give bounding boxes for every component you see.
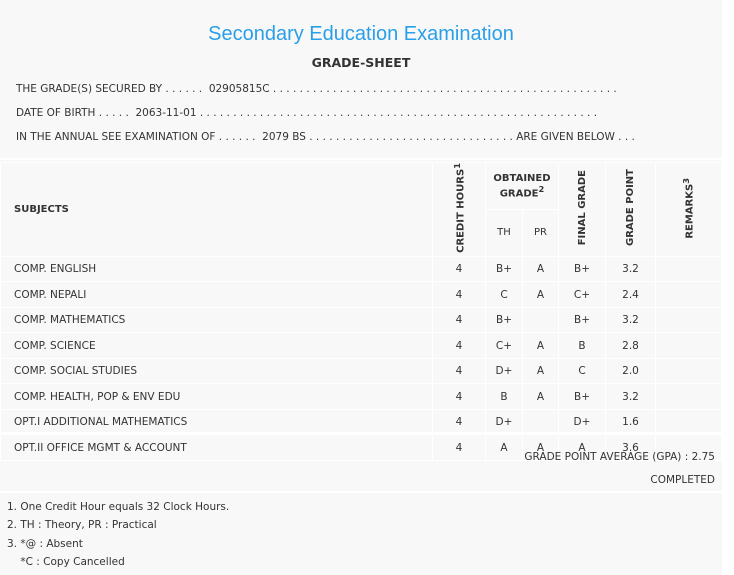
- table-row: COMP. MATHEMATICS 4 B+ B+ 3.2: [0, 306, 722, 334]
- note-1: 1. One Credit Hour equals 32 Clock Hours…: [7, 501, 230, 513]
- remarks-cell: [655, 332, 722, 359]
- remarks-cell: [655, 255, 722, 283]
- result-status: COMPLETED: [650, 474, 715, 486]
- final-grade-cell: B+: [558, 255, 606, 283]
- subject-cell: COMP. MATHEMATICS: [0, 306, 433, 334]
- grade-point-cell: 2.4: [605, 281, 656, 308]
- credit-cell: 4: [432, 281, 486, 308]
- exam-title: Secondary Education Examination: [208, 23, 514, 45]
- divider: [0, 491, 722, 493]
- credit-cell: 4: [432, 255, 486, 283]
- remarks-cell: [655, 357, 722, 385]
- th-grade-cell: C+: [485, 332, 523, 359]
- subject-cell: COMP. ENGLISH: [0, 255, 433, 283]
- credit-cell: 4: [432, 332, 486, 359]
- note-4: *C : Copy Cancelled: [7, 556, 125, 568]
- th-grade-cell: A: [485, 434, 523, 461]
- pr-grade-cell: A: [522, 434, 559, 461]
- final-grade-cell: C+: [558, 281, 606, 308]
- header-final-grade: FINAL GRADE: [558, 162, 606, 257]
- header-remarks: REMARKS3: [655, 162, 722, 257]
- note-3: 3. *@ : Absent: [7, 538, 83, 550]
- final-grade-cell: B+: [558, 383, 606, 410]
- gpa-value: GRADE POINT AVERAGE (GPA) : 2.75: [524, 451, 715, 463]
- dob-line: DATE OF BIRTH . . . . . 2063-11-01 . . .…: [16, 107, 598, 119]
- grade-point-cell: 3.2: [605, 383, 656, 410]
- table-row: COMP. HEALTH, POP & ENV EDU 4 B A B+ 3.2: [0, 383, 722, 410]
- note-2: 2. TH : Theory, PR : Practical: [7, 519, 157, 531]
- pr-grade-cell: A: [522, 255, 559, 283]
- header-pr: PR: [522, 208, 559, 257]
- table-row: OPT.I ADDITIONAL MATHEMATICS 4 D+ D+ 1.6: [0, 408, 722, 436]
- th-grade-cell: B+: [485, 255, 523, 283]
- pr-grade-cell: A: [522, 357, 559, 385]
- grade-point-cell: 2.0: [605, 357, 656, 385]
- final-grade-cell: A: [558, 434, 606, 461]
- grade-point-cell: 3.2: [605, 306, 656, 334]
- th-grade-cell: C: [485, 281, 523, 308]
- credit-cell: 4: [432, 357, 486, 385]
- subject-cell: COMP. HEALTH, POP & ENV EDU: [0, 383, 433, 410]
- credit-cell: 4: [432, 408, 486, 436]
- credit-cell: 4: [432, 306, 486, 334]
- remarks-cell: [655, 434, 722, 461]
- pr-grade-cell: A: [522, 281, 559, 308]
- pr-grade-cell: A: [522, 332, 559, 359]
- pr-grade-cell: A: [522, 383, 559, 410]
- subject-cell: COMP. SOCIAL STUDIES: [0, 357, 433, 385]
- th-grade-cell: D+: [485, 357, 523, 385]
- remarks-cell: [655, 281, 722, 308]
- header-subjects: SUBJECTS: [0, 162, 433, 257]
- final-grade-cell: C: [558, 357, 606, 385]
- final-grade-cell: B: [558, 332, 606, 359]
- table-row: COMP. SCIENCE 4 C+ A B 2.8: [0, 332, 722, 359]
- subject-cell: COMP. SCIENCE: [0, 332, 433, 359]
- secured-by-line: THE GRADE(S) SECURED BY . . . . . . 0290…: [16, 83, 617, 95]
- grades-table: SUBJECTS CREDIT HOURS1 OBTAINED GRADE2 F…: [0, 162, 722, 461]
- header-grade-point: GRADE POINT: [605, 162, 656, 257]
- subject-cell: COMP. NEPALI: [0, 281, 433, 308]
- th-grade-cell: B+: [485, 306, 523, 334]
- header-obtained-grade: OBTAINED GRADE2: [485, 162, 559, 210]
- grade-point-cell: 2.8: [605, 332, 656, 359]
- th-grade-cell: B: [485, 383, 523, 410]
- table-row: COMP. ENGLISH 4 B+ A B+ 3.2: [0, 255, 722, 283]
- divider: [0, 158, 722, 160]
- sheet-subtitle: GRADE-SHEET: [311, 55, 411, 70]
- header-credit-hours: CREDIT HOURS1: [432, 162, 486, 257]
- remarks-cell: [655, 383, 722, 410]
- credit-cell: 4: [432, 434, 486, 461]
- table-row: OPT.II OFFICE MGMT & ACCOUNT 4 A A A 3.6: [0, 434, 722, 461]
- remarks-cell: [655, 408, 722, 436]
- grade-point-cell: 3.2: [605, 255, 656, 283]
- credit-cell: 4: [432, 383, 486, 410]
- subject-cell: OPT.I ADDITIONAL MATHEMATICS: [0, 408, 433, 436]
- final-grade-cell: B+: [558, 306, 606, 334]
- table-row: COMP. SOCIAL STUDIES 4 D+ A C 2.0: [0, 357, 722, 385]
- remarks-cell: [655, 306, 722, 334]
- header-th: TH: [485, 208, 523, 257]
- divider: [0, 432, 722, 434]
- grade-point-cell: 3.6: [605, 434, 656, 461]
- pr-grade-cell: [522, 306, 559, 334]
- exam-line: IN THE ANNUAL SEE EXAMINATION OF . . . .…: [16, 131, 635, 143]
- table-row: COMP. NEPALI 4 C A C+ 2.4: [0, 281, 722, 308]
- grade-point-cell: 1.6: [605, 408, 656, 436]
